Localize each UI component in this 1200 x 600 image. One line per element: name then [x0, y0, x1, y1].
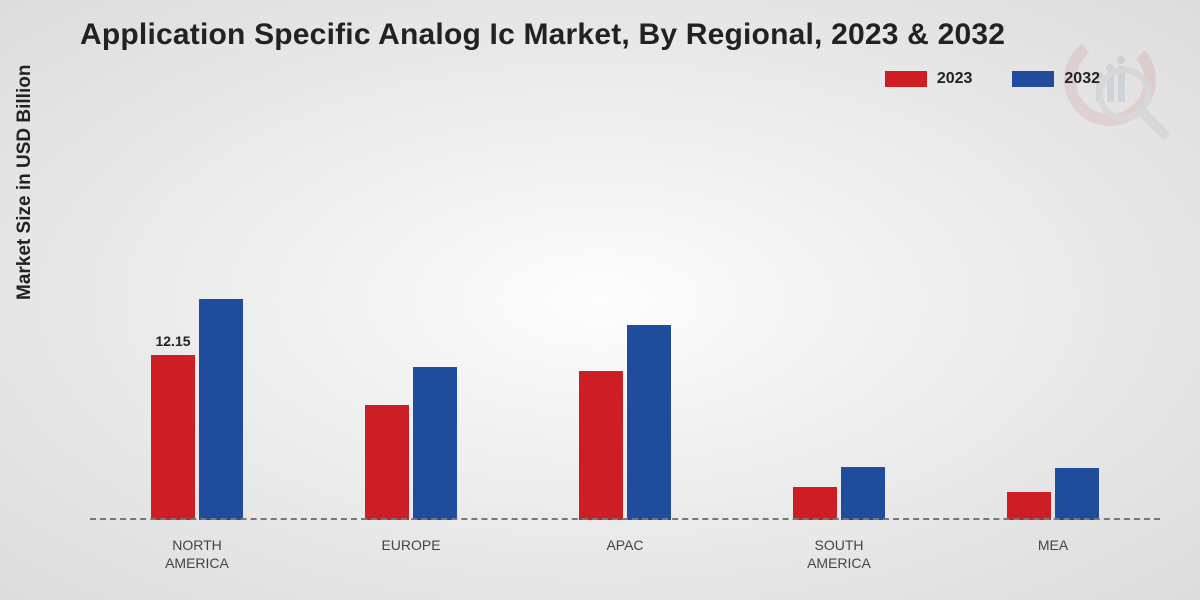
- bar: [413, 367, 457, 520]
- x-tick-label: APAC: [565, 537, 685, 572]
- bar: [579, 371, 623, 520]
- y-axis-ticks: [60, 140, 84, 520]
- bar: [365, 405, 409, 520]
- x-axis-baseline: [90, 518, 1160, 520]
- bar: [793, 487, 837, 520]
- bar-groups: 12.15: [90, 140, 1160, 520]
- bar-group: 12.15: [151, 299, 243, 520]
- chart-title: Application Specific Analog Ic Market, B…: [80, 18, 1005, 52]
- bar-group: [1007, 468, 1099, 520]
- legend-item-2023: 2023: [885, 70, 973, 88]
- legend-swatch-2023: [885, 71, 927, 87]
- bar: [199, 299, 243, 520]
- bar: [1007, 492, 1051, 521]
- x-tick-label: EUROPE: [351, 537, 471, 572]
- legend-item-2032: 2032: [1012, 70, 1100, 88]
- x-axis-labels: NORTHAMERICA EUROPE APAC SOUTHAMERICA MEA: [90, 537, 1160, 572]
- x-tick-label: SOUTHAMERICA: [779, 537, 899, 572]
- bar: [627, 325, 671, 520]
- bar-group: [579, 325, 671, 520]
- bar-group: [793, 467, 885, 520]
- bar: [1055, 468, 1099, 520]
- x-tick-label: MEA: [993, 537, 1113, 572]
- legend-label-2023: 2023: [937, 70, 973, 88]
- legend: 2023 2032: [885, 70, 1100, 88]
- legend-label-2032: 2032: [1064, 70, 1100, 88]
- bar-group: [365, 367, 457, 520]
- bar-value-label: 12.15: [155, 333, 190, 349]
- bar: [841, 467, 885, 520]
- y-axis-label: Market Size in USD Billion: [14, 65, 36, 300]
- bar: 12.15: [151, 355, 195, 520]
- chart-plot-area: 12.15: [90, 140, 1160, 520]
- legend-swatch-2032: [1012, 71, 1054, 87]
- x-tick-label: NORTHAMERICA: [137, 537, 257, 572]
